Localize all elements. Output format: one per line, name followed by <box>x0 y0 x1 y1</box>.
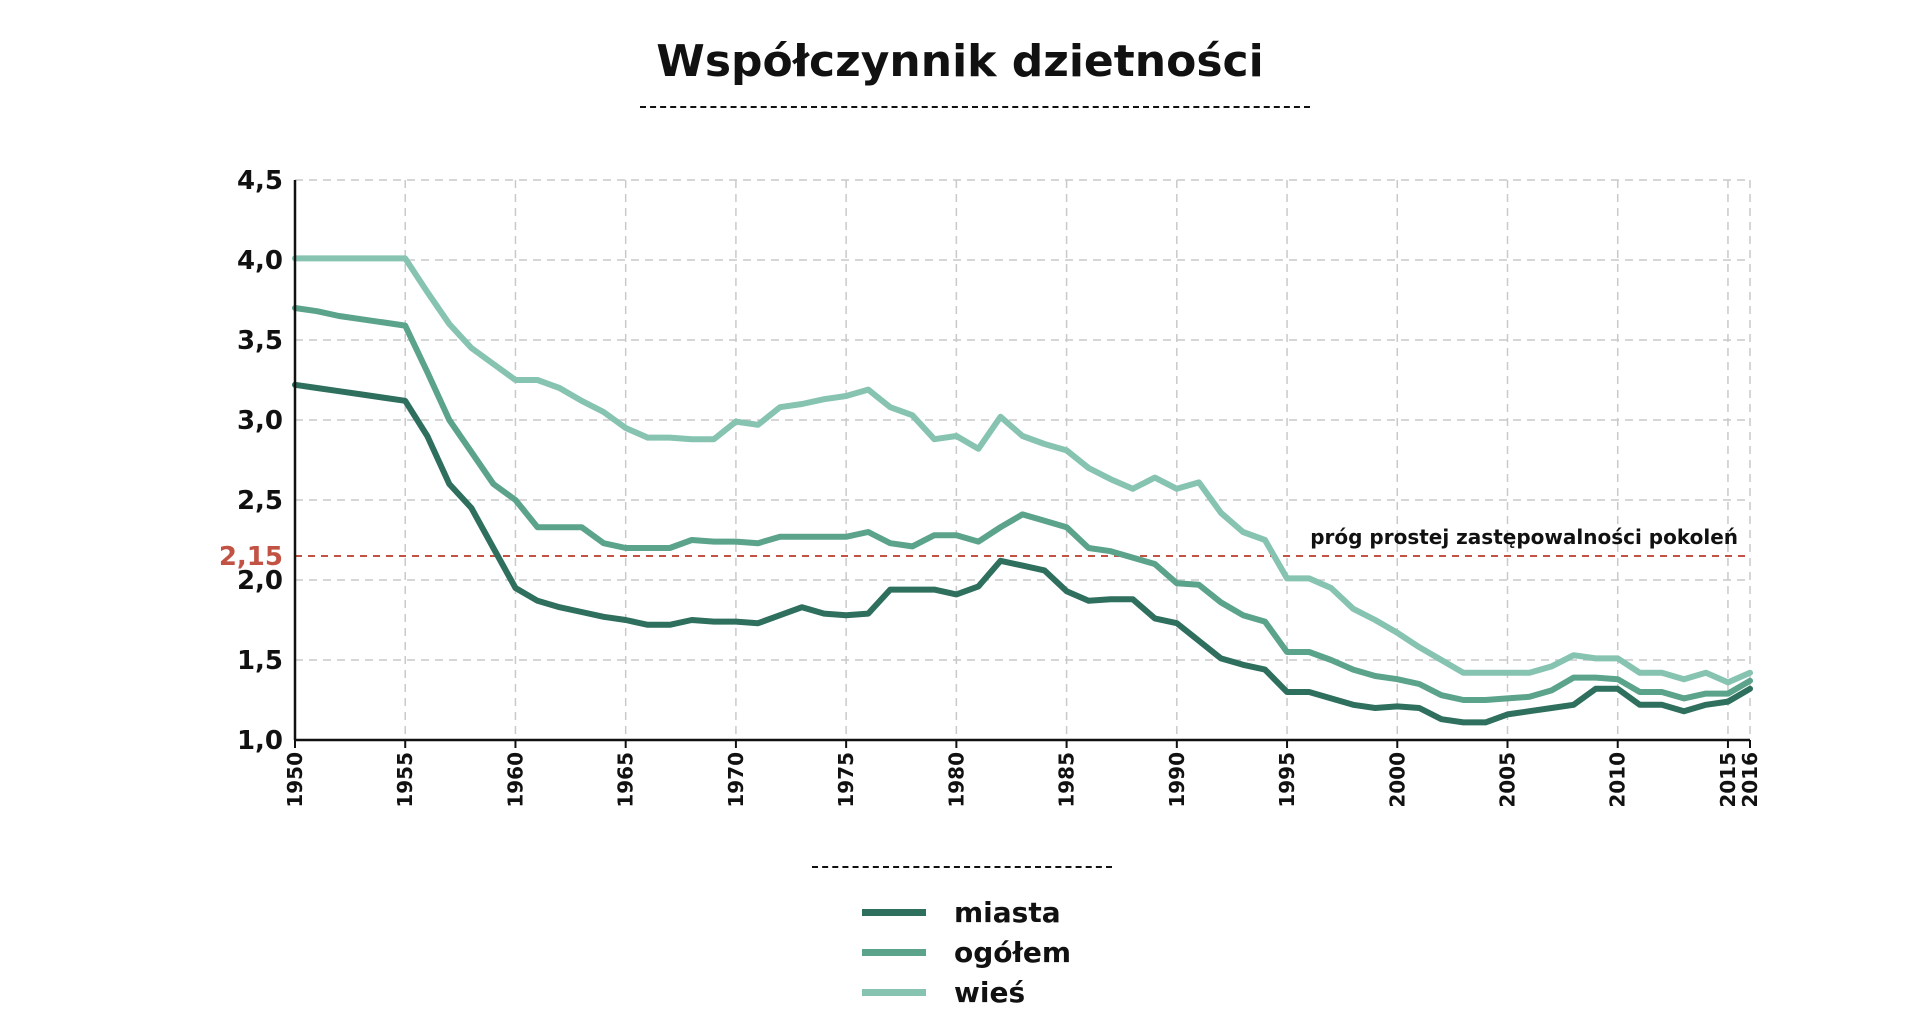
x-tick-label: 1970 <box>724 752 748 808</box>
x-tick-label: 2000 <box>1385 752 1409 808</box>
x-tick-label: 1950 <box>283 752 307 808</box>
x-tick-label: 2015 <box>1716 752 1740 808</box>
axes <box>293 180 1751 748</box>
grid <box>295 179 1751 740</box>
x-axis-ticks: 1950 1955 1960 1965 1970 1975 1980 1985 1990 1995… <box>283 752 1762 808</box>
y-tick-label: 2,5 <box>237 486 283 516</box>
y-tick-label: 1,5 <box>237 646 283 676</box>
threshold-value-label: 2,15 <box>219 542 283 572</box>
legend-label-wies: wieś <box>954 975 1026 1009</box>
x-tick-label: 1995 <box>1275 752 1299 808</box>
threshold-note: próg prostej zastępowalności pokoleń <box>1310 525 1738 549</box>
y-tick-label: 3,0 <box>237 406 283 436</box>
y-tick-label: 3,5 <box>237 326 283 356</box>
legend-swatch-wies <box>862 988 926 996</box>
x-tick-label: 2016 <box>1738 752 1762 808</box>
legend-item-wies: wieś <box>862 975 1026 1009</box>
y-axis-ticks: 1,0 1,5 2,0 2,5 3,0 3,5 4,0 4,5 <box>237 166 283 756</box>
legend-divider <box>812 866 1112 868</box>
legend-item-miasta: miasta <box>862 895 1061 929</box>
series-line-wieś <box>292 255 1753 686</box>
chart-title: Współczynnik dzietności <box>656 36 1264 87</box>
x-tick-label: 1985 <box>1055 752 1079 808</box>
y-tick-label: 4,5 <box>237 166 283 196</box>
series-line-miasta <box>292 381 1753 726</box>
legend-swatch-ogolem <box>862 948 926 956</box>
x-tick-label: 2010 <box>1606 752 1630 808</box>
title-underline <box>640 106 1310 108</box>
legend-item-ogolem: ogółem <box>862 935 1072 969</box>
x-tick-label: 1960 <box>503 752 527 808</box>
legend-label-ogolem: ogółem <box>954 935 1072 969</box>
legend-swatch-miasta <box>862 908 926 916</box>
x-tick-label: 1975 <box>834 752 858 808</box>
x-tick-label: 2005 <box>1496 752 1520 808</box>
series-line-ogółem <box>292 305 1753 703</box>
y-tick-label: 2,0 <box>237 566 283 596</box>
x-tick-label: 1990 <box>1165 752 1189 808</box>
y-tick-label: 1,0 <box>237 726 283 756</box>
series-lines <box>292 255 1753 726</box>
x-tick-label: 1965 <box>614 752 638 808</box>
x-tick-label: 1980 <box>944 752 968 808</box>
threshold: 2,15 próg prostej zastępowalności pokoleń <box>219 525 1750 572</box>
y-tick-label: 4,0 <box>237 246 283 276</box>
x-tick-label: 1955 <box>393 752 417 808</box>
legend-label-miasta: miasta <box>954 895 1061 929</box>
